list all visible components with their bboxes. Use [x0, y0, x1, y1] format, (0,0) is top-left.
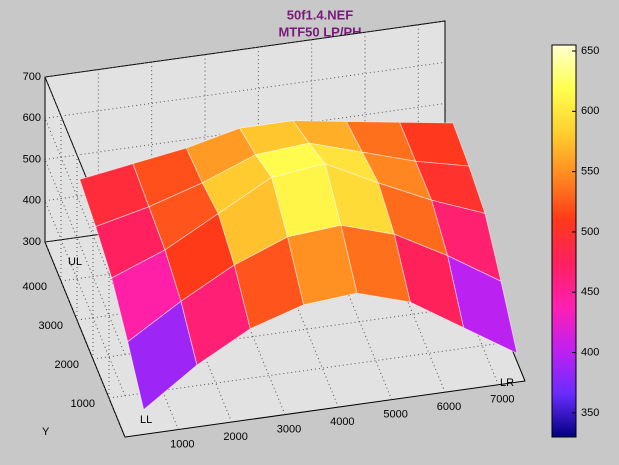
y-tick-label: 3000: [39, 320, 63, 332]
grid-line: [44, 103, 446, 160]
x-tick-label: 1000: [170, 438, 194, 450]
x-tick-label: 3000: [277, 424, 301, 436]
y-tick-label: 2000: [55, 359, 79, 371]
x-tick-label: 4000: [330, 416, 354, 428]
colorbar-tick-label: 450: [581, 286, 599, 298]
grid-line: [44, 20, 446, 78]
corner-label: UL: [68, 256, 82, 268]
colorbar: [551, 44, 577, 438]
surface-patch: [447, 255, 518, 354]
colorbar-tick-label: 500: [581, 226, 599, 238]
plot-area: [44, 20, 526, 438]
y-axis-label: Y: [42, 426, 50, 438]
x-tick-label: 7000: [490, 394, 514, 406]
corner-label: LL: [140, 414, 152, 426]
x-tick-label: 2000: [223, 431, 247, 443]
grid-line: [44, 61, 446, 119]
chart-title: 50f1.4.NEF: [287, 7, 354, 22]
colorbar-tick-label: 350: [581, 407, 599, 419]
z-tick-label: 600: [23, 112, 41, 124]
z-tick-label: 300: [23, 236, 41, 248]
corner-label: LR: [500, 377, 514, 389]
colorbar-tick-label: 550: [581, 166, 599, 178]
z-tick-label: 500: [23, 153, 41, 165]
y-tick-label: 4000: [23, 281, 47, 293]
x-tick-label: 5000: [383, 409, 407, 421]
colorbar-tick-label: 400: [581, 346, 599, 358]
x-tick-label: 6000: [437, 401, 461, 413]
y-tick-label: 1000: [71, 398, 95, 410]
z-tick-label: 700: [23, 71, 41, 83]
colorbar-tick-label: 650: [581, 45, 599, 57]
colorbar-tick-label: 600: [581, 105, 599, 117]
grid-line: [108, 341, 510, 399]
z-tick-label: 400: [23, 195, 41, 207]
grid-line: [92, 302, 494, 360]
